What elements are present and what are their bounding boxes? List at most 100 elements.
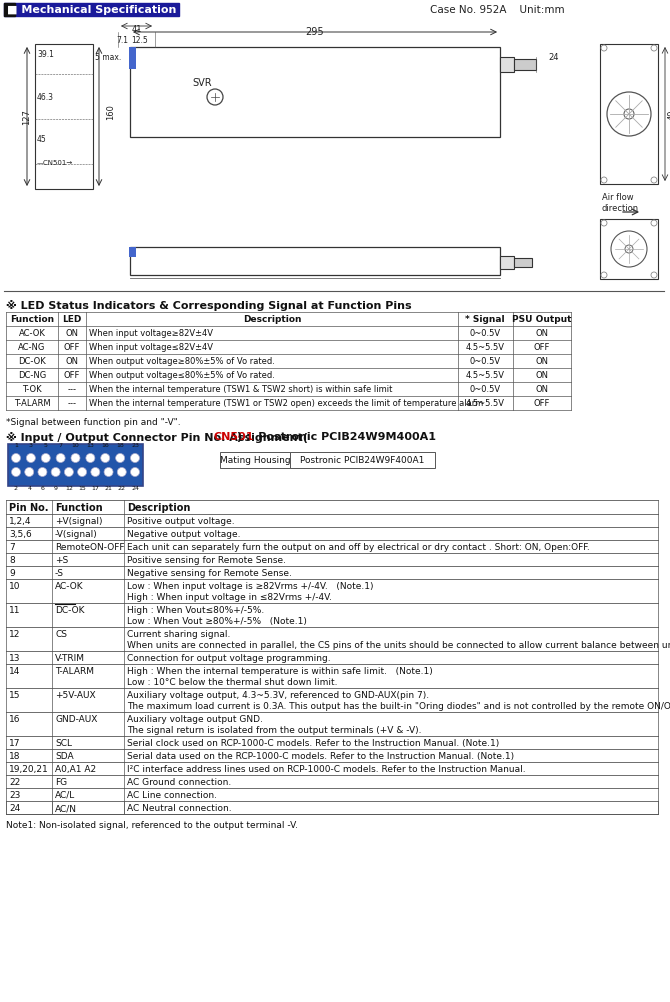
Text: SCL: SCL	[55, 738, 72, 747]
Text: CS: CS	[55, 629, 67, 638]
Text: AC-OK: AC-OK	[55, 581, 84, 590]
Text: Auxiliary voltage output, 4.3~5.3V, referenced to GND-AUX(pin 7).: Auxiliary voltage output, 4.3~5.3V, refe…	[127, 690, 429, 699]
Circle shape	[11, 454, 21, 463]
Circle shape	[56, 454, 65, 463]
Text: 19,20,21: 19,20,21	[9, 765, 49, 774]
Text: +S: +S	[55, 555, 68, 564]
Text: OFF: OFF	[64, 371, 80, 380]
Text: ON: ON	[535, 357, 549, 366]
Text: 12.5: 12.5	[131, 36, 148, 45]
Text: Negative output voltage.: Negative output voltage.	[127, 529, 241, 538]
Text: High : When input voltage in ≤82Vrms +/-4V.: High : When input voltage in ≤82Vrms +/-…	[127, 592, 332, 601]
Text: 46.3: 46.3	[37, 93, 54, 102]
Circle shape	[64, 468, 74, 477]
Text: 23: 23	[9, 791, 20, 800]
Text: 1,2,4: 1,2,4	[9, 516, 31, 525]
Text: 49: 49	[668, 109, 670, 120]
Text: *Signal between function pin and "-V".: *Signal between function pin and "-V".	[6, 418, 181, 427]
Text: 11: 11	[9, 605, 21, 614]
Text: GND-AUX: GND-AUX	[55, 714, 97, 723]
Text: 24: 24	[548, 53, 559, 62]
Text: ---: ---	[68, 385, 76, 394]
Circle shape	[25, 468, 34, 477]
Text: OFF: OFF	[534, 399, 550, 408]
Text: 7.1: 7.1	[116, 36, 128, 45]
Text: FG: FG	[55, 778, 67, 787]
Text: 10: 10	[9, 581, 21, 590]
Circle shape	[131, 468, 139, 477]
Text: Description: Description	[127, 502, 190, 512]
Text: ※ LED Status Indicators & Corresponding Signal at Function Pins: ※ LED Status Indicators & Corresponding …	[6, 300, 411, 311]
Text: 14: 14	[9, 666, 20, 675]
Text: DC-NG: DC-NG	[18, 371, 46, 380]
Text: +V(signal): +V(signal)	[55, 516, 103, 525]
Text: The signal return is isolated from the output terminals (+V & -V).: The signal return is isolated from the o…	[127, 725, 421, 734]
Circle shape	[116, 454, 125, 463]
Bar	[8, 445, 143, 487]
Text: ■ Mechanical Specification: ■ Mechanical Specification	[7, 5, 176, 15]
Circle shape	[71, 454, 80, 463]
Text: 39.1: 39.1	[37, 50, 54, 59]
Text: 22: 22	[118, 486, 126, 491]
Text: When units are connected in parallel, the CS pins of the units should be connect: When units are connected in parallel, th…	[127, 640, 670, 649]
Text: 16: 16	[101, 443, 109, 448]
Text: When the internal temperature (TSW1 or TSW2 open) exceeds the limit of temperatu: When the internal temperature (TSW1 or T…	[89, 399, 483, 408]
Text: Each unit can separately furn the output on and off by electrical or dry contact: Each unit can separately furn the output…	[127, 542, 590, 551]
Circle shape	[78, 468, 86, 477]
Bar	[220, 453, 290, 469]
Text: Low : When Vout ≥80%+/-5%   (Note.1): Low : When Vout ≥80%+/-5% (Note.1)	[127, 616, 307, 625]
Circle shape	[117, 468, 126, 477]
Text: 7: 7	[9, 542, 15, 551]
Text: 23: 23	[131, 443, 139, 448]
Text: AC Line connection.: AC Line connection.	[127, 791, 217, 800]
Text: -S: -S	[55, 568, 64, 577]
Bar	[129, 247, 136, 258]
Text: When output voltage≥80%±5% of Vo rated.: When output voltage≥80%±5% of Vo rated.	[89, 357, 275, 366]
Text: 0~0.5V: 0~0.5V	[470, 329, 500, 338]
Circle shape	[38, 468, 47, 477]
Text: ON: ON	[535, 371, 549, 380]
Circle shape	[42, 454, 50, 463]
Text: 45: 45	[37, 135, 47, 144]
Text: ON: ON	[66, 357, 78, 366]
Text: Connection for output voltage programming.: Connection for output voltage programmin…	[127, 653, 330, 662]
Text: Negative sensing for Remote Sense.: Negative sensing for Remote Sense.	[127, 568, 292, 577]
Text: -V(signal): -V(signal)	[55, 529, 98, 538]
Text: OFF: OFF	[64, 343, 80, 352]
Text: 127: 127	[22, 109, 31, 125]
Text: 4.5~5.5V: 4.5~5.5V	[466, 343, 505, 352]
Text: Note1: Non-isolated signal, referenced to the output terminal -V.: Note1: Non-isolated signal, referenced t…	[6, 821, 298, 830]
Text: 4: 4	[27, 486, 31, 491]
Text: 18: 18	[9, 752, 21, 761]
Text: ON: ON	[535, 329, 549, 338]
Text: * Signal: * Signal	[465, 315, 505, 324]
Text: Pin No.: Pin No.	[9, 502, 48, 512]
Bar	[4, 4, 179, 17]
Text: SDA: SDA	[55, 752, 74, 761]
Circle shape	[104, 468, 113, 477]
Text: 17: 17	[9, 738, 21, 747]
Text: 13: 13	[9, 653, 21, 662]
Text: ---: ---	[68, 399, 76, 408]
Text: 18: 18	[117, 443, 124, 448]
Bar	[290, 453, 435, 469]
Text: 6: 6	[40, 486, 44, 491]
Bar	[600, 219, 658, 280]
Circle shape	[51, 468, 60, 477]
Bar	[514, 259, 532, 268]
Text: Postronic PCIB24W9F400A1: Postronic PCIB24W9F400A1	[299, 456, 424, 465]
Circle shape	[11, 468, 21, 477]
Bar	[514, 60, 536, 71]
Circle shape	[86, 454, 95, 463]
Bar	[4, 4, 15, 17]
Text: Serial data used on the RCP-1000-C models. Refer to the Instruction Manual. (Not: Serial data used on the RCP-1000-C model…	[127, 752, 514, 761]
Text: 12: 12	[9, 629, 20, 638]
Text: RemoteON-OFF: RemoteON-OFF	[55, 542, 125, 551]
Text: 2: 2	[14, 486, 18, 491]
Text: Auxiliary voltage output GND.: Auxiliary voltage output GND.	[127, 714, 263, 723]
Text: Function: Function	[10, 315, 54, 324]
Text: SVR: SVR	[192, 78, 212, 88]
Text: The maximum load current is 0.3A. This output has the built-in "Oring diodes" an: The maximum load current is 0.3A. This o…	[127, 701, 670, 710]
Bar	[35, 45, 93, 189]
Text: Mating Housing: Mating Housing	[220, 456, 290, 465]
